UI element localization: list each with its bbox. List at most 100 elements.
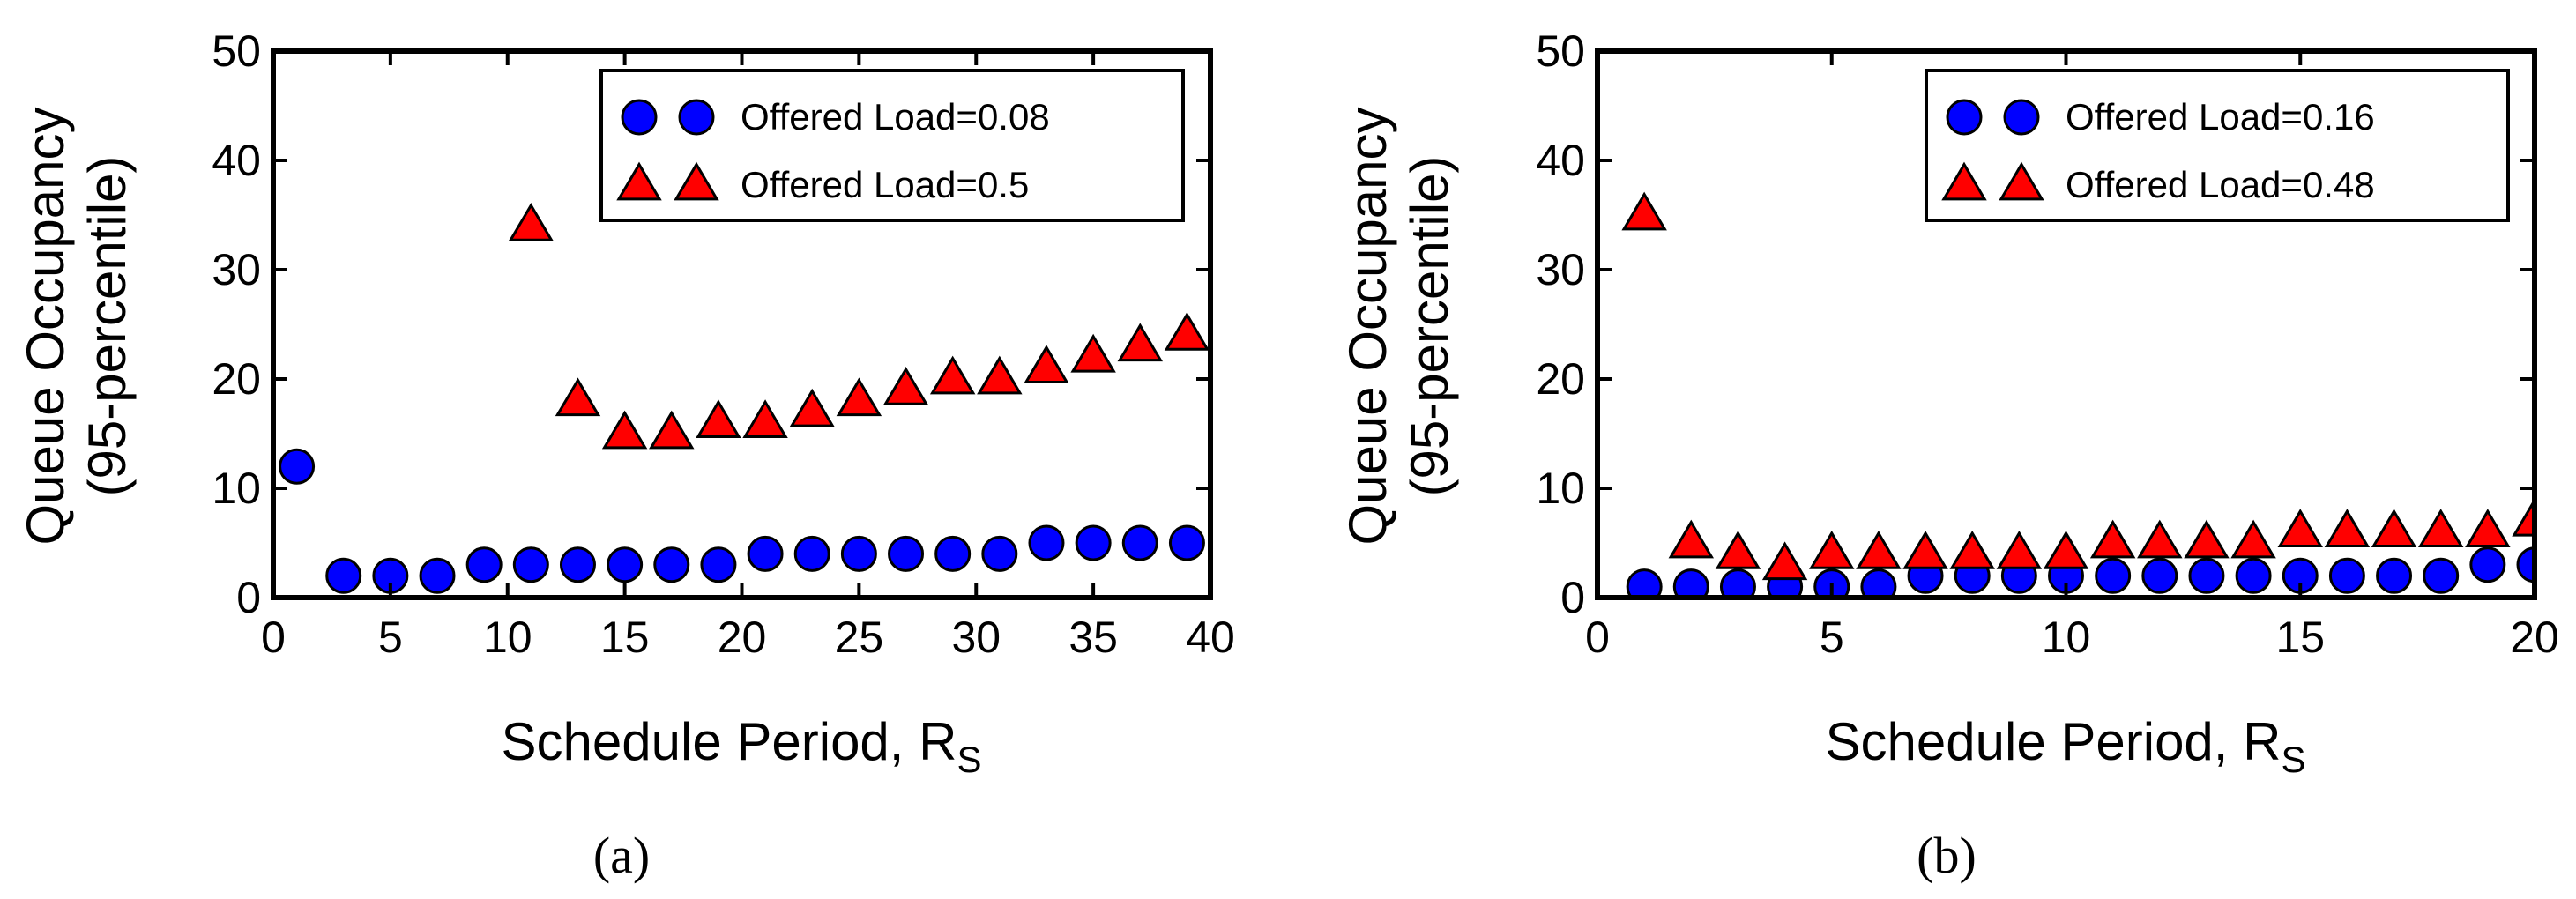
chart-a-marks	[279, 203, 1210, 594]
chart-a-series-1-point-11	[1024, 345, 1069, 383]
chart-a-xtick-label-2: 10	[483, 613, 532, 662]
chart-b-series-0-point-1	[1672, 568, 1709, 598]
chart-a-ytick-label-3: 30	[212, 245, 261, 294]
chart-a-ytick-label-4: 40	[212, 136, 261, 185]
chart-a-xtick-label-0: 0	[261, 613, 286, 662]
chart-b-series-0-point-17	[2423, 557, 2460, 594]
chart-a-series-0-point-10	[747, 535, 784, 572]
chart-b-series-0-point-0	[1626, 568, 1663, 598]
chart-a-series-0-point-1	[325, 557, 362, 594]
chart-a-series-1-point-5	[742, 399, 788, 438]
chart-b-xtick-label-1: 5	[1820, 613, 1844, 662]
chart-a-xtick-label-4: 20	[718, 613, 767, 662]
chart-a-caption: (a)	[593, 827, 650, 884]
chart-b-legend-marker-1-1	[1999, 161, 2044, 201]
chart-b-series-1-point-14	[2277, 509, 2323, 547]
chart-a-series-0-point-0	[279, 448, 316, 485]
chart-a-series-0-point-6	[559, 546, 596, 583]
chart-a-legend: Offered Load=0.08 Offered Load=0.5	[599, 69, 1185, 222]
chart-b-series-1-point-19	[2512, 497, 2535, 537]
chart-a-ytick-label-2: 20	[212, 354, 261, 404]
chart-b-legend-label-1: Offered Load=0.48	[2066, 164, 2375, 205]
chart-b-series-0-point-10	[2095, 557, 2132, 594]
chart-b-ytick-label-1: 10	[1536, 464, 1585, 513]
chart-a-ytick-label-5: 50	[212, 26, 261, 76]
chart-b-series-1-point-16	[2371, 509, 2417, 547]
chart-b-series-1-point-4	[1809, 531, 1855, 569]
chart-b-xtick-label-4: 20	[2510, 613, 2559, 662]
chart-b-series-1-point-17	[2417, 509, 2464, 547]
chart-a-series-0-point-5	[512, 546, 549, 583]
chart-b-ylabel: Queue Occupancy	[1338, 108, 1397, 546]
chart-a-series-0-point-16	[1028, 524, 1065, 561]
chart-a-series-1-point-10	[977, 355, 1023, 395]
chart-b-series-1-point-5	[1856, 531, 1902, 569]
chart-a-xtick-label-3: 15	[600, 613, 650, 662]
chart-a-series-0-point-7	[607, 546, 644, 583]
chart-b-series-1-point-12	[2184, 519, 2230, 559]
chart-b-series-1-point-2	[1715, 531, 1761, 569]
chart-b-xlabel-text: Schedule Period, R	[1826, 712, 2282, 771]
chart-a-xtick-label-7: 35	[1068, 613, 1118, 662]
chart-a-legend-marker-1-1	[674, 161, 719, 201]
chart-b-series-0-point-18	[2469, 546, 2506, 583]
chart-b-ytick-label-3: 30	[1536, 245, 1585, 294]
chart-a-series-0-point-14	[934, 535, 972, 572]
chart-a-series-1-point-6	[789, 388, 835, 427]
chart-a-series-0-point-8	[653, 546, 690, 583]
chart-a-legend-marker-0-0	[621, 99, 658, 136]
chart-a-series-0-point-11	[793, 535, 830, 572]
chart-a-series-1-point-12	[1070, 333, 1116, 373]
chart-b-xlabel: Schedule Period, RS	[1826, 712, 2306, 780]
chart-a-ylabel: Queue Occupancy	[16, 108, 75, 546]
chart-b-xlabel-subscript: S	[2281, 739, 2305, 780]
chart-b-ytick-label-0: 0	[1560, 573, 1585, 622]
chart-a-xlabel-subscript: S	[957, 739, 981, 780]
chart-b-series-1-point-3	[1761, 541, 1808, 581]
chart-a-xtick-label-1: 5	[378, 613, 403, 662]
chart-b-series-1-point-9	[2043, 531, 2089, 569]
chart-a-ytick-label-0: 0	[236, 573, 261, 622]
chart-a-series-0-point-17	[1075, 524, 1112, 561]
chart-a-series-1-point-3	[649, 410, 695, 450]
chart-a-legend-label-1: Offered Load=0.5	[741, 164, 1029, 205]
chart-a-series-0-point-9	[700, 546, 737, 583]
chart-b-series-0-point-5	[1860, 568, 1897, 598]
chart-b: 0 5 10 15 20 0 10 20 30 40 50 Queue Occupancy (95-…	[1338, 26, 2559, 884]
chart-a-series-1-point-9	[929, 355, 976, 395]
chart-a-series-1-point-8	[882, 367, 929, 405]
chart-a-series-0-point-13	[888, 535, 925, 572]
chart-b-ytick-label-5: 50	[1536, 26, 1585, 76]
chart-b-series-1-point-8	[1996, 531, 2043, 569]
chart-b-ticks: 0 5 10 15 20 0 10 20 30 40 50	[1536, 26, 2558, 662]
chart-b-marks	[1621, 191, 2535, 598]
chart-b-xtick-label-3: 15	[2275, 613, 2325, 662]
chart-b-series-1-point-6	[1902, 531, 1948, 569]
chart-b-series-1-point-0	[1621, 191, 1667, 231]
chart-b-series-1-point-18	[2465, 509, 2511, 547]
chart-a-xlabel: Schedule Period, RS	[502, 712, 982, 780]
chart-a-series-1-point-1	[555, 377, 601, 417]
chart-a-series-1-point-13	[1117, 323, 1163, 362]
chart-b-xtick-label-2: 10	[2042, 613, 2091, 662]
chart-b-series-0-point-13	[2235, 557, 2272, 594]
chart-b-ytick-label-2: 20	[1536, 354, 1585, 404]
chart-a-series-0-point-19	[1168, 524, 1205, 561]
chart-a-series-0-point-3	[419, 557, 456, 594]
chart-b-series-1-point-11	[2137, 519, 2183, 559]
chart-a-series-0-point-18	[1121, 524, 1158, 561]
chart-a-xtick-label-8: 40	[1186, 613, 1235, 662]
chart-a-series-1-point-7	[836, 377, 882, 417]
chart-b-series-1-point-1	[1668, 519, 1715, 559]
chart-a-series-1-point-4	[696, 399, 741, 438]
chart-a-xtick-label-6: 30	[951, 613, 1001, 662]
chart-a-legend-markers	[616, 99, 719, 201]
chart-a-series-1-point-2	[601, 410, 648, 450]
chart-b-ytick-label-4: 40	[1536, 136, 1585, 185]
chart-a-ytick-label-1: 10	[212, 464, 261, 513]
chart-a-series-0-point-4	[465, 546, 503, 583]
chart-b-legend: Offered Load=0.16 Offered Load=0.48	[1925, 69, 2510, 222]
chart-b-series-1-point-10	[2089, 519, 2136, 559]
chart-a-legend-box	[599, 69, 1185, 222]
